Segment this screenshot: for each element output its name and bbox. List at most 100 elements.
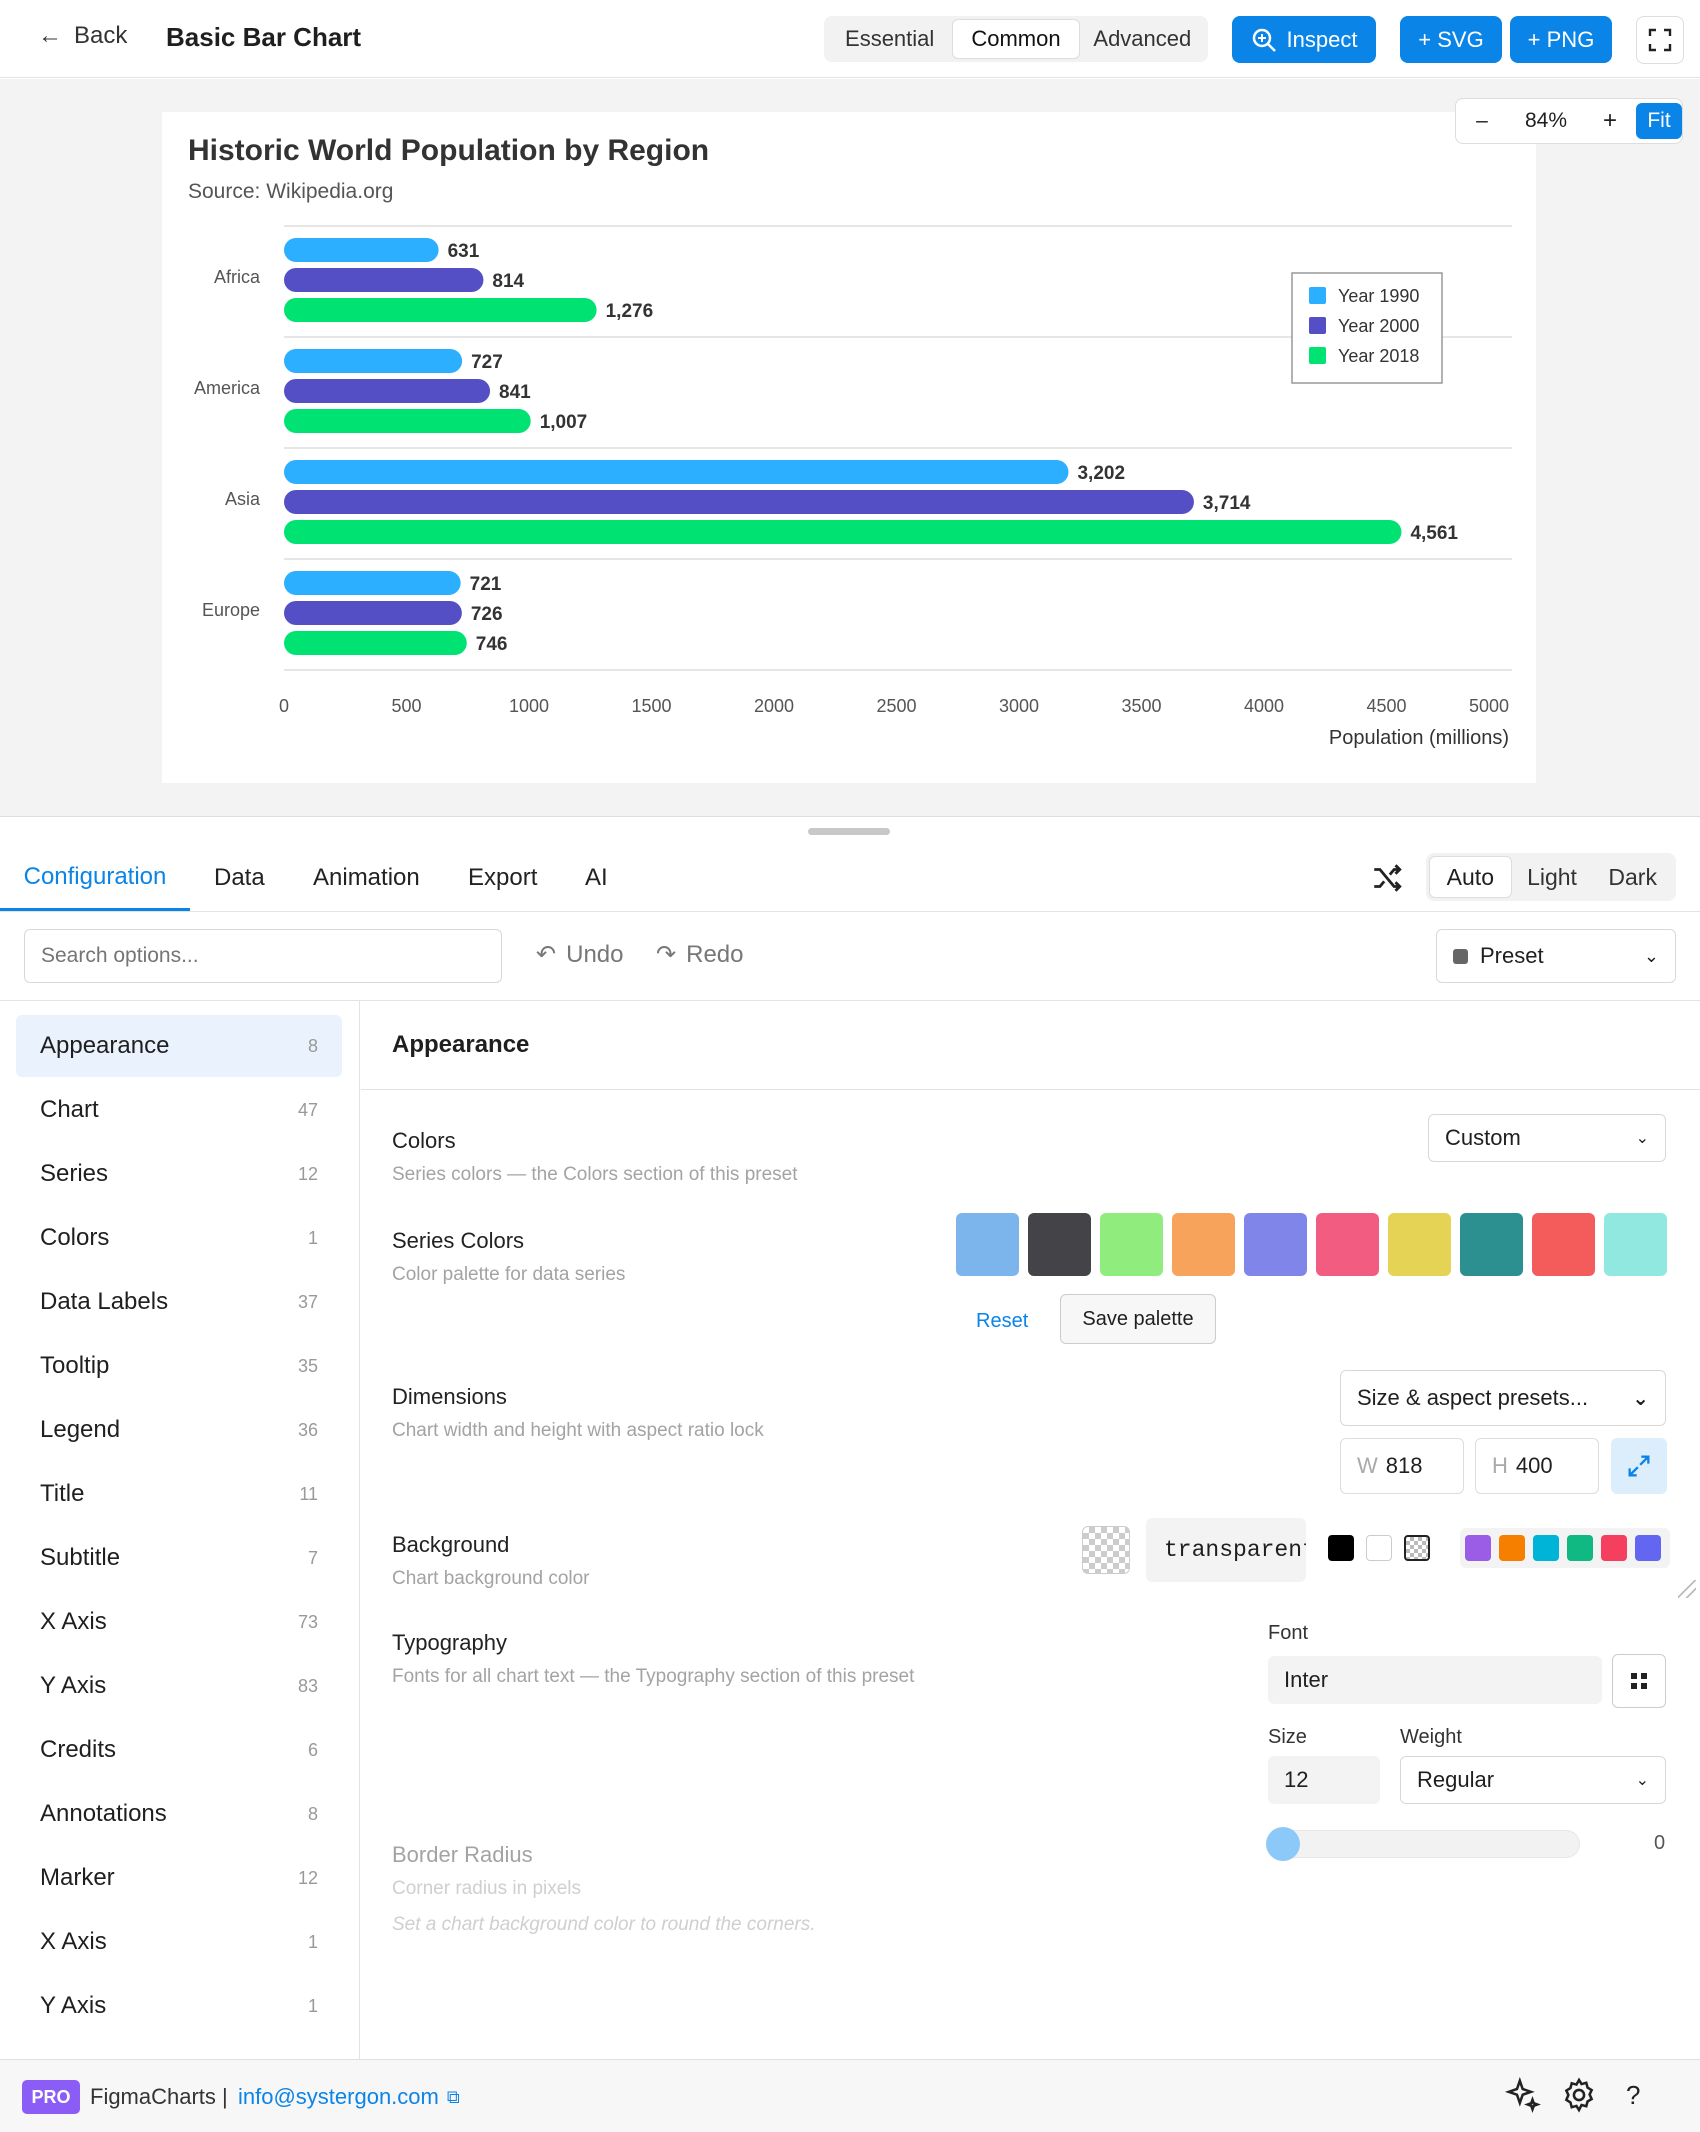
theme-light[interactable]: Light: [1527, 863, 1577, 890]
series-color-swatch[interactable]: [1316, 1213, 1379, 1276]
bg-palette-swatch[interactable]: [1635, 1535, 1661, 1561]
zoom-out-button[interactable]: –: [1476, 109, 1488, 132]
undo-label: Undo: [566, 940, 624, 968]
tab-export[interactable]: Export: [468, 864, 538, 891]
sidebar-item-data-labels[interactable]: Data Labels 37: [16, 1271, 342, 1333]
theme-dark[interactable]: Dark: [1608, 863, 1657, 890]
height-value: 400: [1515, 1453, 1553, 1478]
sidebar-item-label: Colors: [40, 1224, 110, 1251]
series-color-swatch[interactable]: [1244, 1213, 1307, 1276]
series-color-swatch[interactable]: [1388, 1213, 1451, 1276]
series-color-swatch[interactable]: [1604, 1213, 1667, 1276]
support-email-link[interactable]: info@systergon.com ⧉: [238, 2084, 460, 2110]
help-icon: ?: [1626, 2080, 1641, 2110]
redo-button[interactable]: ↷ Redo: [656, 940, 743, 969]
width-input[interactable]: W 818: [1340, 1438, 1464, 1494]
category-label: Africa: [214, 267, 261, 287]
font-size-input[interactable]: 12: [1268, 1756, 1380, 1804]
sidebar-item-annotations[interactable]: Annotations 8: [16, 1783, 342, 1845]
tab-animation[interactable]: Animation: [313, 864, 420, 891]
bar: [284, 490, 1194, 514]
weight-label: Weight: [1400, 1726, 1462, 1748]
font-label: Font: [1268, 1622, 1309, 1644]
bg-palette-swatch[interactable]: [1601, 1535, 1627, 1561]
border-radius-slider-thumb[interactable]: [1266, 1827, 1300, 1861]
copy-icon[interactable]: ⧉: [446, 2086, 460, 2107]
colors-select[interactable]: Custom ⌄: [1428, 1114, 1666, 1162]
preset-select[interactable]: Preset ⌄: [1436, 929, 1676, 983]
sidebar-item-y-axis[interactable]: Y Axis 1: [16, 1975, 342, 2037]
inspect-button[interactable]: Inspect: [1232, 16, 1376, 63]
tab-data[interactable]: Data: [214, 864, 265, 891]
help-button[interactable]: ?: [1626, 2080, 1640, 2111]
background-color-input[interactable]: transparent: [1146, 1518, 1306, 1582]
font-picker-button[interactable]: [1612, 1654, 1666, 1708]
mode-essential[interactable]: Essential: [845, 26, 935, 51]
size-presets-select[interactable]: Size & aspect presets... ⌄: [1340, 1370, 1666, 1426]
sidebar-item-colors[interactable]: Colors 1: [16, 1207, 342, 1269]
legend-marker: [1309, 287, 1326, 304]
height-input[interactable]: H 400: [1475, 1438, 1599, 1494]
reset-palette-link[interactable]: Reset: [976, 1310, 1029, 1332]
bg-palette-swatch[interactable]: [1533, 1535, 1559, 1561]
background-desc: Chart background color: [392, 1568, 590, 1589]
sidebar-item-credits[interactable]: Credits 6: [16, 1719, 342, 1781]
sidebar-item-count: 12: [297, 1163, 318, 1184]
sidebar-item-appearance[interactable]: Appearance 8: [16, 1015, 342, 1077]
theme-auto[interactable]: Auto: [1429, 856, 1512, 898]
add-png-button[interactable]: + PNG: [1510, 16, 1612, 63]
fullscreen-button[interactable]: [1636, 16, 1684, 64]
undo-button[interactable]: ↶ Undo: [536, 940, 623, 969]
bg-palette-swatch[interactable]: [1567, 1535, 1593, 1561]
add-svg-button[interactable]: + SVG: [1400, 16, 1502, 63]
top-bar: ← Back Basic Bar Chart Essential Common …: [0, 0, 1700, 78]
ai-sparkle-button[interactable]: [1504, 2076, 1542, 2119]
sidebar-item-marker[interactable]: Marker 12: [16, 1847, 342, 1909]
aspect-lock-button[interactable]: [1611, 1438, 1667, 1494]
sidebar-item-tooltip[interactable]: Tooltip 35: [16, 1335, 342, 1397]
sidebar-item-title[interactable]: Title 11: [16, 1463, 342, 1525]
bg-white-swatch[interactable]: [1366, 1535, 1392, 1561]
save-palette-button[interactable]: Save palette: [1060, 1294, 1216, 1344]
bg-black-swatch[interactable]: [1328, 1535, 1354, 1561]
data-label: 726: [471, 604, 503, 625]
x-tick-label: 0: [279, 696, 289, 716]
sidebar-item-subtitle[interactable]: Subtitle 7: [16, 1527, 342, 1589]
settings-button[interactable]: [1560, 2076, 1598, 2119]
zoom-in-button[interactable]: +: [1602, 107, 1617, 134]
shuffle-button[interactable]: [1370, 861, 1404, 900]
series-color-swatch[interactable]: [1532, 1213, 1595, 1276]
series-color-swatch[interactable]: [956, 1213, 1019, 1276]
sidebar-item-label: Tooltip: [40, 1352, 110, 1379]
data-label: 4,561: [1410, 523, 1458, 544]
series-color-swatch[interactable]: [1100, 1213, 1163, 1276]
sidebar-item-series[interactable]: Series 12: [16, 1143, 342, 1205]
data-label: 814: [492, 271, 524, 292]
sidebar-item-y-axis[interactable]: Y Axis 83: [16, 1655, 342, 1717]
sidebar-item-x-axis[interactable]: X Axis 1: [16, 1911, 342, 1973]
sidebar-item-chart[interactable]: Chart 47: [16, 1079, 342, 1141]
sidebar-item-legend[interactable]: Legend 36: [16, 1399, 342, 1461]
bg-palette-swatch[interactable]: [1499, 1535, 1525, 1561]
back-button[interactable]: ← Back: [38, 22, 127, 50]
mode-common[interactable]: Common: [952, 19, 1080, 59]
tab-configuration[interactable]: Configuration: [0, 845, 190, 911]
search-options-input[interactable]: [24, 929, 502, 983]
font-input[interactable]: Inter: [1268, 1656, 1602, 1704]
resize-handle[interactable]: [808, 828, 890, 835]
x-tick-label: 1500: [631, 696, 671, 716]
bg-transparent-swatch[interactable]: [1404, 1535, 1430, 1561]
tab-ai[interactable]: AI: [585, 864, 608, 891]
series-color-swatch[interactable]: [1028, 1213, 1091, 1276]
config-tabs: Configuration Data Animation Export AI A…: [0, 845, 1700, 912]
border-radius-slider-track[interactable]: [1268, 1830, 1580, 1858]
bg-palette-swatch[interactable]: [1465, 1535, 1491, 1561]
zoom-fit-button[interactable]: Fit: [1636, 103, 1682, 139]
background-color-preview[interactable]: [1082, 1526, 1130, 1574]
sidebar-item-x-axis[interactable]: X Axis 73: [16, 1591, 342, 1653]
chevron-down-icon: ⌄: [1632, 1387, 1649, 1410]
series-color-swatch[interactable]: [1172, 1213, 1235, 1276]
font-weight-select[interactable]: Regular ⌄: [1400, 1756, 1666, 1804]
mode-advanced[interactable]: Advanced: [1093, 26, 1192, 51]
series-color-swatch[interactable]: [1460, 1213, 1523, 1276]
